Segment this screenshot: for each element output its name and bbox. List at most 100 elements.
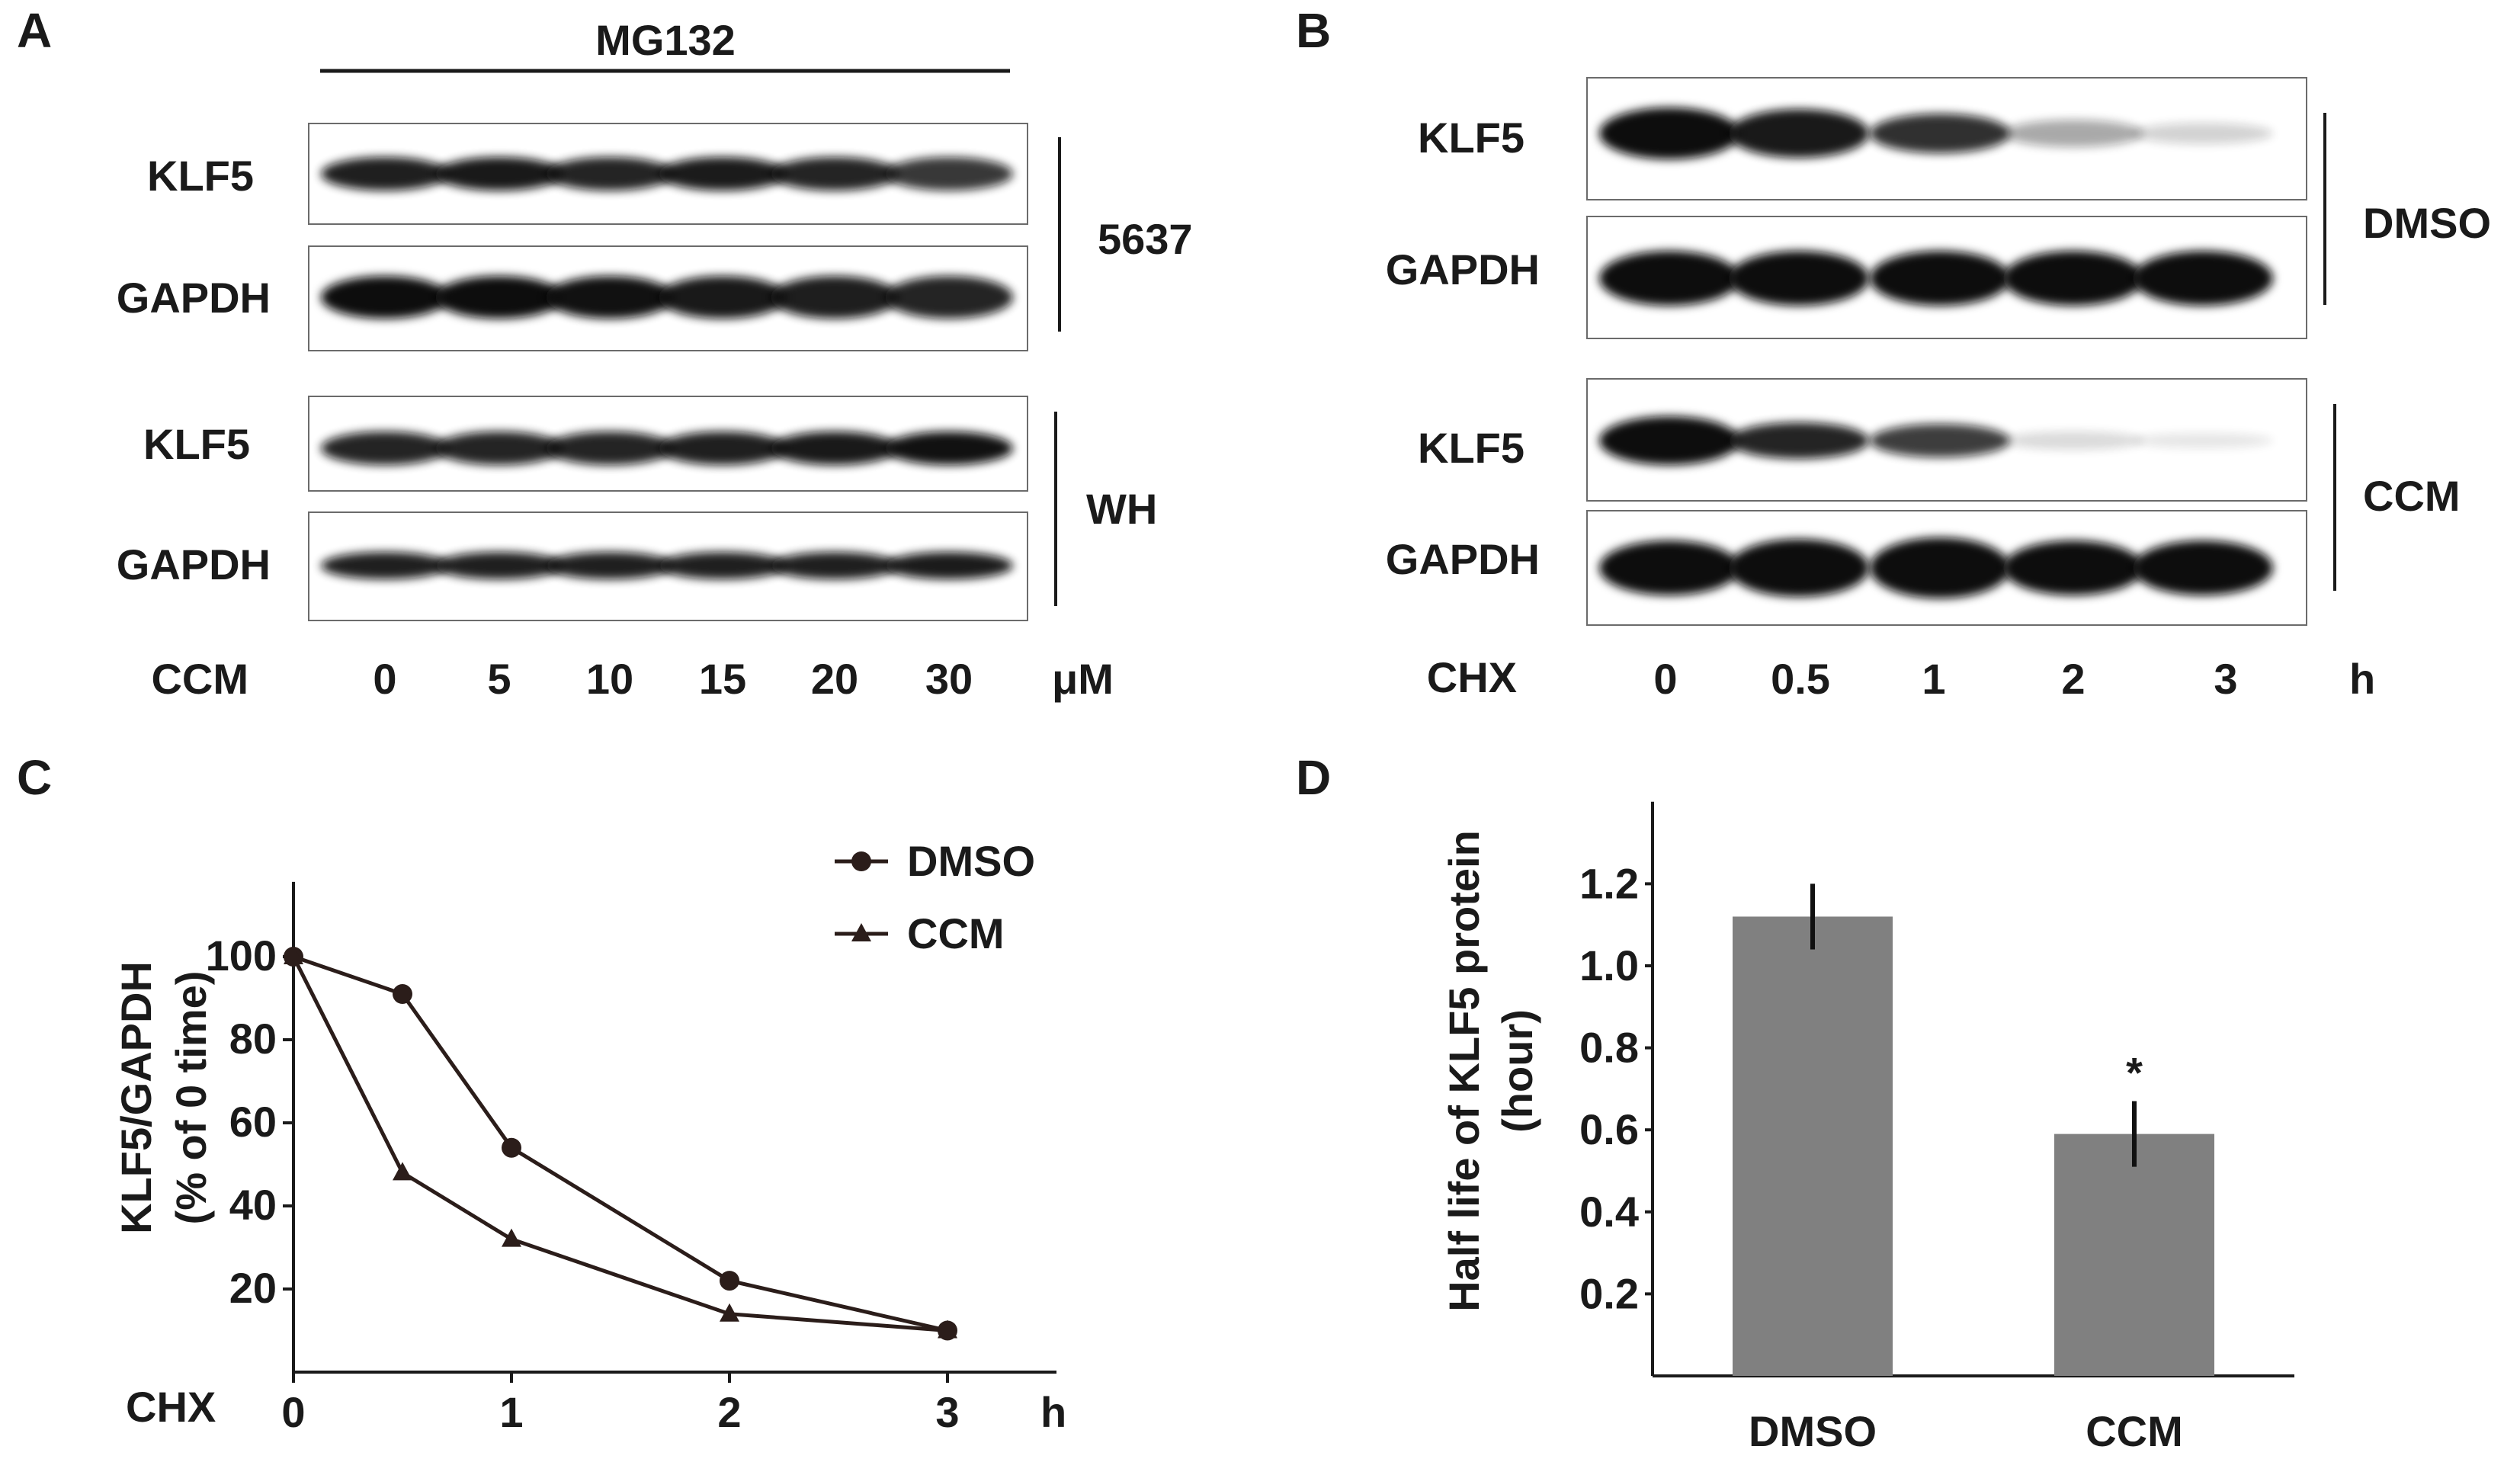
c-x-label: CHX (126, 1383, 216, 1431)
band-ccm-gapdh-lane-2 (1729, 539, 1869, 597)
a-lane-label-3: 10 (586, 655, 633, 703)
d-bar-ccm (2054, 1134, 2214, 1376)
b-lane-label-1: 0 (1653, 655, 1677, 703)
a-lane-label-1: 0 (373, 655, 396, 703)
d-category-label-ccm: CCM (2086, 1407, 2183, 1455)
panel-a-bands (321, 157, 1013, 579)
c-point-dmso (720, 1271, 739, 1291)
band-dmso-gapdh-lane-5 (2133, 251, 2273, 306)
band-wh-gapdh-lane-3 (546, 552, 674, 579)
row-label-dmso-klf5: KLF5 (1418, 114, 1525, 162)
band-5637-gapdh-lane-3 (546, 276, 674, 319)
d-y-label: Half life of KLF5 protein (1440, 830, 1488, 1312)
band-dmso-gapdh-lane-2 (1729, 251, 1869, 306)
band-wh-klf5-lane-4 (659, 431, 787, 465)
c-series-line-ccm (291, 955, 948, 1332)
band-dmso-klf5-lane-1 (1599, 107, 1739, 159)
panel-c: C 20 40 60 80 100 0 1 2 3 CHX h KLF5/GAPDH (% of 0 t… (17, 750, 1066, 1436)
chart-d: 0.2 0.4 0.6 0.8 1.0 1.2 DMSO CCM * Half life of K… (1440, 801, 2294, 1455)
panel-c-letter: C (17, 750, 52, 805)
d-y-tick-label: 1.2 (1579, 859, 1639, 907)
band-dmso-klf5-lane-5 (2133, 123, 2273, 144)
band-5637-klf5-lane-4 (659, 157, 787, 191)
band-5637-gapdh-lane-2 (435, 276, 563, 319)
band-wh-gapdh-lane-2 (435, 552, 563, 579)
c-x-unit: h (1040, 1388, 1066, 1436)
band-dmso-klf5-lane-3 (1870, 114, 2010, 153)
c-series-line-dmso (293, 954, 948, 1332)
band-5637-klf5-lane-6 (885, 157, 1013, 191)
band-wh-klf5-lane-2 (435, 431, 563, 465)
panel-b-lane-labels: 0 0.5 1 2 3 (1653, 655, 2237, 703)
b-lane-label-4: 2 (2061, 655, 2085, 703)
panel-a-letter: A (17, 3, 52, 58)
panel-b: B KLF5 GAPDH KLF5 GAPDH DMSO CCM CHX 0 0.… (1296, 3, 2491, 703)
band-dmso-gapdh-lane-4 (2003, 251, 2143, 306)
group-ccm: CCM (2363, 472, 2461, 520)
a-unit: μM (1052, 655, 1114, 703)
a-lane-label-2: 5 (487, 655, 511, 703)
d-bar-dmso (1733, 916, 1893, 1376)
band-ccm-klf5-lane-5 (2133, 433, 2273, 448)
panel-d-letter: D (1296, 750, 1331, 805)
c-point-ccm (502, 1228, 521, 1247)
c-y-label-2: (% of 0 time) (167, 971, 215, 1225)
band-5637-klf5-lane-2 (435, 157, 563, 191)
band-wh-gapdh-lane-5 (771, 552, 899, 579)
band-wh-klf5-lane-5 (771, 431, 899, 465)
d-y-tick-label: 0.6 (1579, 1105, 1639, 1153)
panel-a: A MG132 KLF5 GAPDH KLF5 GAPDH 5637 WH CC… (17, 3, 1193, 703)
band-ccm-gapdh-lane-1 (1599, 540, 1739, 595)
row-label-wh-gapdh: GAPDH (117, 540, 271, 588)
band-ccm-klf5-lane-2 (1729, 422, 1869, 459)
band-dmso-gapdh-lane-3 (1870, 251, 2010, 306)
chart-c: 20 40 60 80 100 0 1 2 3 CHX h KLF5/GAPDH (% of 0 tim… (112, 837, 1066, 1436)
c-point-ccm (720, 1303, 739, 1322)
band-ccm-klf5-lane-3 (1870, 424, 2010, 457)
c-x-tick-label: 2 (717, 1388, 741, 1436)
band-5637-klf5-lane-1 (321, 157, 449, 191)
row-label-ccm-gapdh: GAPDH (1386, 535, 1540, 583)
band-5637-gapdh-lane-4 (659, 276, 787, 319)
b-lane-label-5: 3 (2214, 655, 2237, 703)
row-label-5637-gapdh: GAPDH (117, 274, 271, 322)
a-lane-label-4: 15 (699, 655, 746, 703)
panel-b-letter: B (1296, 3, 1331, 58)
c-legend-label-dmso: DMSO (907, 837, 1035, 885)
b-lane-label-3: 1 (1922, 655, 1945, 703)
d-significance-mark: * (2126, 1049, 2143, 1097)
band-wh-gapdh-lane-6 (885, 552, 1013, 579)
band-5637-gapdh-lane-1 (321, 276, 449, 319)
panel-b-bands (1599, 107, 2273, 598)
band-5637-gapdh-lane-6 (885, 276, 1013, 319)
band-5637-klf5-lane-3 (546, 157, 674, 191)
row-label-dmso-gapdh: GAPDH (1386, 245, 1540, 293)
band-dmso-klf5-lane-2 (1729, 109, 1869, 158)
cell-line-wh: WH (1086, 485, 1157, 533)
c-y-tick-label: 80 (229, 1015, 277, 1063)
band-ccm-gapdh-lane-4 (2003, 540, 2143, 595)
b-lane-label-2: 0.5 (1771, 655, 1830, 703)
band-wh-gapdh-lane-4 (659, 552, 787, 579)
a-lane-label-6: 30 (925, 655, 973, 703)
c-y-label: KLF5/GAPDH (112, 961, 160, 1234)
band-5637-klf5-lane-5 (771, 157, 899, 191)
c-legend-label-ccm: CCM (907, 909, 1005, 957)
c-point-dmso (502, 1137, 521, 1158)
c-y-tick-label: 40 (229, 1181, 277, 1229)
d-y-label-2: (hour) (1493, 1009, 1541, 1133)
d-y-tick-label: 0.8 (1579, 1024, 1639, 1072)
c-legend-marker-dmso (851, 851, 871, 871)
c-y-tick-label: 20 (229, 1264, 277, 1312)
c-legend-marker-ccm (851, 923, 871, 941)
c-y-tick-label: 60 (229, 1098, 277, 1146)
group-dmso: DMSO (2363, 199, 2491, 247)
panel-d: D 0.2 0.4 0.6 0.8 1.0 1.2 DMSO CCM * Half life of… (1296, 750, 2294, 1455)
c-point-ccm (393, 1162, 412, 1181)
b-unit: h (2349, 655, 2375, 703)
band-5637-gapdh-lane-5 (771, 276, 899, 319)
c-point-ccm (284, 946, 303, 964)
d-y-tick-label: 0.4 (1579, 1188, 1639, 1236)
b-x-label: CHX (1427, 653, 1517, 701)
mg132-label: MG132 (595, 16, 736, 64)
